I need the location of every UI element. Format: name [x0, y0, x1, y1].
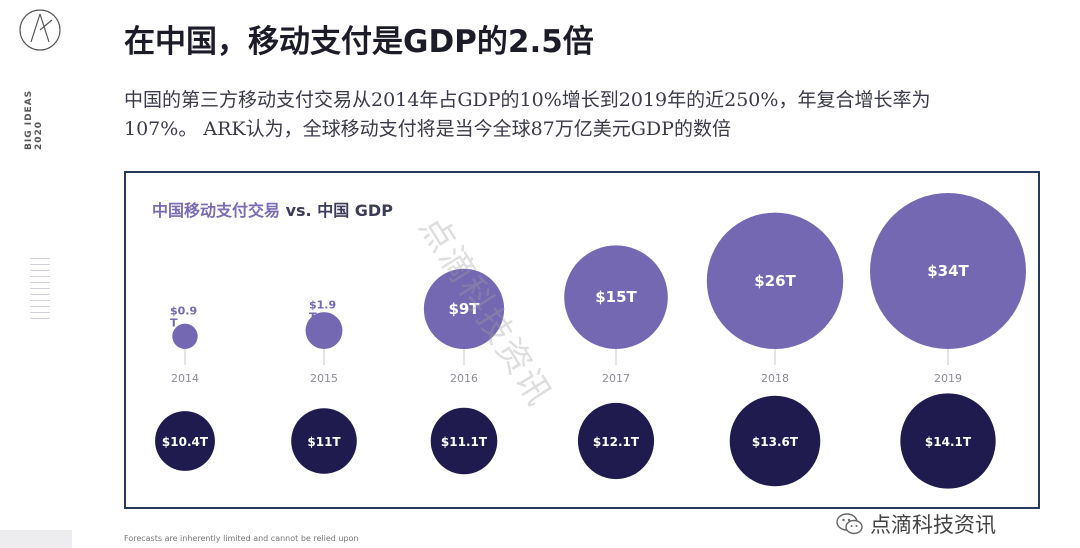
wechat-icon	[836, 513, 863, 535]
gdp-label-2016: $11.1T	[441, 435, 488, 449]
chart-title-gdp: 中国 GDP	[317, 201, 393, 220]
mobile-payment-bubble-2019	[870, 193, 1026, 349]
chart-frame: 中国移动支付交易 vs. 中国 GDP $0.9 T 2014 $10.4T $1.9 T…	[124, 171, 1040, 509]
gdp-bubble-2014	[155, 411, 215, 471]
mobile-payment-label-2016: $9T	[448, 300, 480, 318]
ark-logo-icon	[19, 9, 61, 51]
mobile-payment-bubble-2014	[172, 323, 198, 349]
gdp-bubble-2016	[430, 407, 498, 475]
year-label-2019: 2019	[934, 372, 962, 385]
gdp-bubble-2019	[900, 393, 996, 489]
mobile-payment-bubble-2015	[305, 312, 343, 349]
gdp-label-2018: $13.6T	[752, 435, 799, 449]
year-label-2014: 2014	[171, 372, 199, 385]
gdp-label-2019: $14.1T	[925, 435, 972, 449]
sidebar-footer-block	[0, 530, 72, 548]
gdp-bubble-2018	[729, 395, 821, 487]
footnote: Forecasts are inherently limited and can…	[124, 534, 359, 543]
gdp-label-2015: $11T	[307, 435, 341, 449]
year-label-2015: 2015	[310, 372, 338, 385]
mobile-payment-bubble-2018	[706, 212, 844, 349]
mobile-payment-bubble-2017	[564, 245, 668, 349]
gdp-bubble-2015	[291, 408, 357, 474]
mobile-payment-label-2019: $34T	[927, 262, 969, 280]
mobile-payment-bubble-2016	[423, 268, 505, 349]
chart-title: 中国移动支付交易 vs. 中国 GDP	[152, 197, 393, 221]
year-label-2018: 2018	[761, 372, 789, 385]
brand-text: 点滴科技资讯	[870, 513, 996, 537]
brand-mark: 点滴科技资讯	[836, 509, 996, 539]
page-subtitle: 中国的第三方移动支付交易从2014年占GDP的10%增长到2019年的近250%…	[124, 89, 931, 140]
sidebar-label: BIG IDEAS 2020	[24, 90, 44, 150]
sidebar-label-line1: BIG IDEAS	[24, 89, 34, 150]
sidebar-progress-lines	[30, 258, 50, 324]
year-label-2017: 2017	[602, 372, 630, 385]
mobile-payment-label-2014: $0.9 T	[170, 304, 197, 329]
gdp-bubble-2017	[577, 402, 655, 480]
bubble-chart: $0.9 T 2014 $10.4T $1.9 T 2015 $11T $9T 2016 $11.1…	[155, 193, 1026, 489]
gdp-label-2014: $10.4T	[162, 435, 209, 449]
mobile-payment-label-2015: $1.9 T	[309, 299, 336, 324]
mobile-payment-label-2018: $26T	[754, 272, 796, 290]
year-label-2016: 2016	[450, 372, 478, 385]
mobile-payment-label-2017: $15T	[595, 288, 637, 306]
chart-title-vs: vs.	[285, 201, 312, 220]
chart-title-mobile: 中国移动支付交易	[152, 201, 281, 220]
sidebar-label-line2: 2020	[34, 120, 44, 150]
gdp-label-2017: $12.1T	[593, 435, 640, 449]
page-title: 在中国，移动支付是GDP的2.5倍	[124, 24, 594, 60]
